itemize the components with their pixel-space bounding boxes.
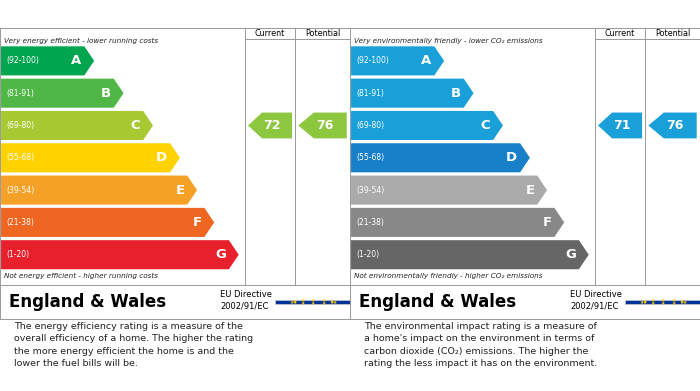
Polygon shape (1, 111, 153, 140)
Text: A: A (421, 54, 431, 67)
Polygon shape (351, 240, 589, 269)
Text: (39-54): (39-54) (6, 186, 34, 195)
Text: G: G (565, 248, 576, 261)
Polygon shape (1, 46, 94, 75)
Text: Environmental Impact (CO₂) Rating: Environmental Impact (CO₂) Rating (358, 7, 621, 20)
Polygon shape (1, 176, 197, 204)
Polygon shape (298, 113, 346, 138)
Text: Very environmentally friendly - lower CO₂ emissions: Very environmentally friendly - lower CO… (354, 38, 542, 45)
Text: ★: ★ (672, 301, 676, 306)
Text: (1-20): (1-20) (6, 250, 29, 259)
Text: 72: 72 (263, 119, 281, 132)
Text: A: A (71, 54, 81, 67)
Text: (92-100): (92-100) (6, 56, 39, 65)
Text: ★: ★ (311, 301, 316, 306)
Text: D: D (156, 151, 167, 164)
Text: ★: ★ (643, 300, 647, 305)
Text: E: E (175, 184, 184, 197)
Polygon shape (351, 208, 564, 237)
Text: (69-80): (69-80) (356, 121, 384, 130)
Polygon shape (648, 113, 696, 138)
Text: (55-68): (55-68) (356, 153, 384, 162)
Text: C: C (131, 119, 140, 132)
Text: (81-91): (81-91) (6, 89, 34, 98)
Polygon shape (1, 143, 180, 172)
Polygon shape (1, 79, 123, 108)
Text: ★: ★ (311, 298, 316, 303)
Text: EU Directive
2002/91/EC: EU Directive 2002/91/EC (570, 290, 622, 310)
Text: Potential: Potential (305, 29, 340, 38)
Text: Energy Efficiency Rating: Energy Efficiency Rating (8, 7, 192, 20)
Text: Current: Current (605, 29, 635, 38)
Polygon shape (351, 46, 444, 75)
Text: (81-91): (81-91) (356, 89, 384, 98)
Text: ★: ★ (293, 299, 297, 304)
Text: 76: 76 (666, 119, 683, 132)
Text: B: B (101, 87, 111, 100)
FancyBboxPatch shape (274, 300, 352, 305)
Text: D: D (506, 151, 517, 164)
Text: ★: ★ (650, 301, 655, 306)
FancyBboxPatch shape (624, 300, 700, 305)
Polygon shape (1, 208, 214, 237)
Polygon shape (351, 111, 503, 140)
Text: ★: ★ (680, 300, 684, 305)
Text: (55-68): (55-68) (6, 153, 34, 162)
Text: ★: ★ (300, 301, 305, 306)
Text: G: G (215, 248, 226, 261)
Text: ★: ★ (322, 301, 326, 306)
Text: ★: ★ (332, 300, 337, 305)
Text: B: B (451, 87, 461, 100)
Text: ★: ★ (643, 299, 647, 304)
Text: ★: ★ (640, 300, 644, 305)
Text: The environmental impact rating is a measure of
a home's impact on the environme: The environmental impact rating is a mea… (364, 322, 597, 368)
Text: ★: ★ (661, 301, 666, 306)
Text: (21-38): (21-38) (6, 218, 34, 227)
Text: ★: ★ (293, 300, 297, 305)
Polygon shape (351, 143, 530, 172)
Text: (39-54): (39-54) (356, 186, 384, 195)
Text: ★: ★ (330, 300, 334, 305)
Text: Not environmentally friendly - higher CO₂ emissions: Not environmentally friendly - higher CO… (354, 273, 542, 278)
Polygon shape (351, 176, 547, 204)
Polygon shape (248, 113, 292, 138)
Text: 71: 71 (613, 119, 631, 132)
Text: ★: ★ (322, 298, 326, 303)
Text: (92-100): (92-100) (356, 56, 389, 65)
Text: England & Wales: England & Wales (8, 293, 166, 311)
Polygon shape (598, 113, 642, 138)
Polygon shape (351, 79, 473, 108)
Text: England & Wales: England & Wales (358, 293, 516, 311)
Text: Not energy efficient - higher running costs: Not energy efficient - higher running co… (4, 273, 158, 278)
Polygon shape (1, 240, 239, 269)
Text: ★: ★ (682, 300, 687, 305)
Text: ★: ★ (330, 299, 334, 304)
Text: ★: ★ (661, 298, 666, 303)
Text: (21-38): (21-38) (356, 218, 384, 227)
Text: Current: Current (255, 29, 285, 38)
Text: ★: ★ (290, 300, 294, 305)
Text: ★: ★ (300, 298, 305, 303)
Text: (69-80): (69-80) (6, 121, 34, 130)
Text: ★: ★ (650, 298, 655, 303)
Text: EU Directive
2002/91/EC: EU Directive 2002/91/EC (220, 290, 272, 310)
Text: 76: 76 (316, 119, 333, 132)
Text: C: C (481, 119, 490, 132)
Text: F: F (193, 216, 202, 229)
Text: ★: ★ (680, 299, 684, 304)
Text: (1-20): (1-20) (356, 250, 379, 259)
Text: ★: ★ (672, 298, 676, 303)
Text: Potential: Potential (655, 29, 690, 38)
Text: F: F (542, 216, 552, 229)
Text: Very energy efficient - lower running costs: Very energy efficient - lower running co… (4, 38, 158, 45)
Text: The energy efficiency rating is a measure of the
overall efficiency of a home. T: The energy efficiency rating is a measur… (14, 322, 253, 368)
Text: E: E (525, 184, 535, 197)
